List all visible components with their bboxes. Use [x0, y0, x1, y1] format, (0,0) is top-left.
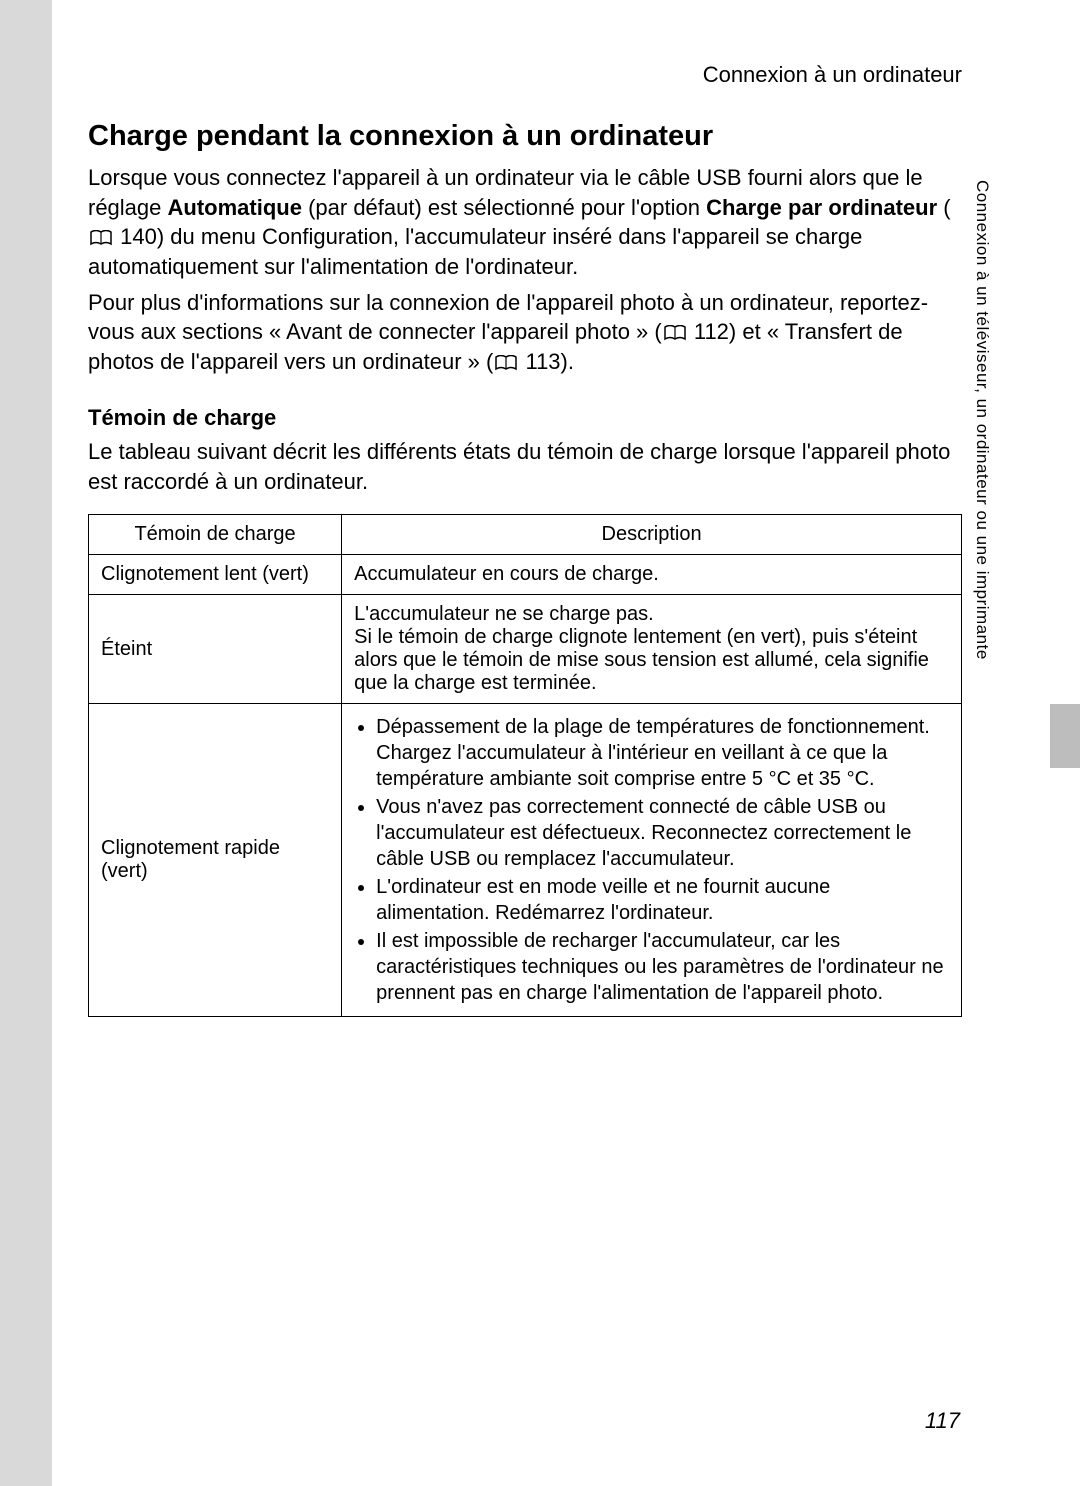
page-ref: 113 [525, 349, 560, 374]
manual-page: Connexion à un ordinateur Charge pendant… [52, 0, 1080, 1486]
section-heading: Témoin de charge [88, 405, 962, 431]
charge-indicator-table: Témoin de charge Description Clignotemen… [88, 514, 962, 1017]
table-cell-description: L'accumulateur ne se charge pas.Si le té… [342, 595, 962, 704]
table-header: Témoin de charge [89, 515, 342, 555]
table-row: Clignotement rapide (vert) Dépassement de… [89, 704, 962, 1017]
page-number: 117 [925, 1408, 960, 1434]
page-ref: 112 [694, 319, 729, 344]
bold-text: Automatique [168, 195, 302, 220]
breadcrumb: Connexion à un ordinateur [88, 62, 962, 88]
table-cell-indicator: Éteint [89, 595, 342, 704]
list-item: Il est impossible de recharger l'accumul… [376, 928, 949, 1006]
table-cell-indicator: Clignotement rapide (vert) [89, 704, 342, 1017]
list-item: L'ordinateur est en mode veille et ne fo… [376, 874, 949, 926]
page-title: Charge pendant la connexion à un ordinat… [88, 120, 962, 153]
text: ( [937, 195, 950, 220]
table-header-row: Témoin de charge Description [89, 515, 962, 555]
text: (par défaut) est sélectionné pour l'opti… [302, 195, 706, 220]
list-item: Dépassement de la plage de températures … [376, 714, 949, 792]
page-ref-icon [495, 355, 517, 371]
paragraph-2: Pour plus d'informations sur la connexio… [88, 288, 962, 377]
chapter-side-label: Connexion à un téléviseur, un ordinateur… [972, 180, 992, 660]
text: ). [561, 349, 574, 374]
table-cell-description: Accumulateur en cours de charge. [342, 555, 962, 595]
bold-text: Charge par ordinateur [706, 195, 937, 220]
table-cell-indicator: Clignotement lent (vert) [89, 555, 342, 595]
paragraph-1: Lorsque vous connectez l'appareil à un o… [88, 163, 962, 282]
page-ref: 140 [120, 224, 157, 249]
table-cell-description: Dépassement de la plage de températures … [342, 704, 962, 1017]
text: ) du menu Configuration, l'accumulateur … [88, 224, 862, 279]
table-header: Description [342, 515, 962, 555]
paragraph-3: Le tableau suivant décrit les différents… [88, 437, 962, 496]
page-ref-icon [664, 325, 686, 341]
list-item: Vous n'avez pas correctement connecté de… [376, 794, 949, 872]
page-ref-icon [90, 230, 112, 246]
table-row: ÉteintL'accumulateur ne se charge pas.Si… [89, 595, 962, 704]
table-row: Clignotement lent (vert)Accumulateur en … [89, 555, 962, 595]
chapter-side-tab [1050, 704, 1080, 768]
